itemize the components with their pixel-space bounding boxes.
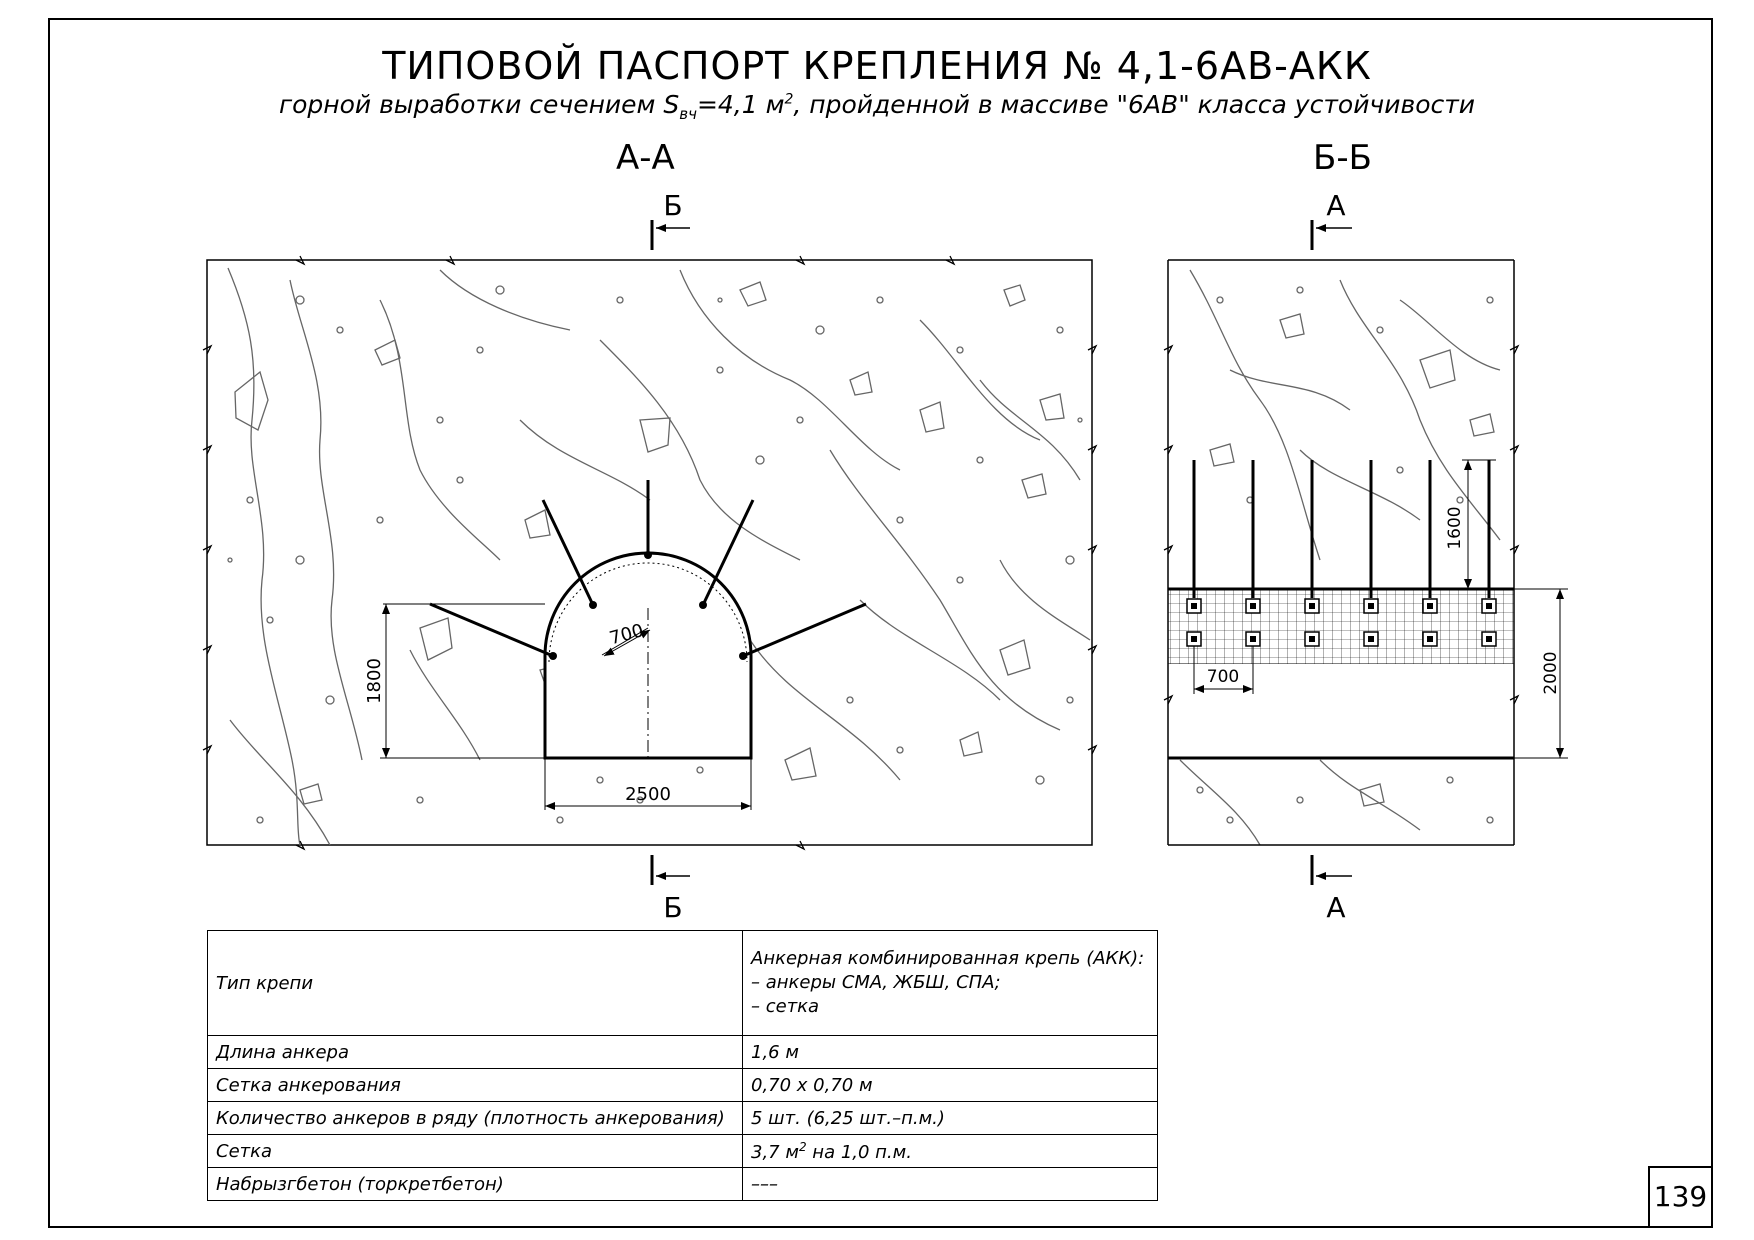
section-bb-rock-mass [1163,259,1520,846]
table-param-cell: Набрызгбетон (торкретбетон) [207,1167,743,1201]
anchor-left-upper [541,499,595,606]
table-row: Количество анкеров в ряду (плотность анк… [207,1101,1158,1135]
break-marks-bb [1163,344,1520,705]
table-param-cell: Сетка [207,1134,743,1168]
dim-anchor-length-label: 1600 [1445,506,1465,549]
shotcrete-lining [548,562,748,663]
table-value-cell: 5 шт. (6,25 шт.–п.м.) [742,1101,1158,1135]
mesh-band [1167,588,1515,665]
table-row: Тип крепи Анкерная комбинированная крепь… [207,930,1158,1036]
dimensions-bb [1193,459,1568,759]
cut-letter-top-aa: Б [663,189,682,222]
opening-bb [1168,664,1514,758]
dim-spacing-bb-label: 700 [1207,667,1239,687]
table-value-cell: 0,70 х 0,70 м [742,1068,1158,1102]
cut-marker-top-bb [1310,220,1352,250]
anchor-plate-centers-bb [1191,603,1492,642]
cut-letter-bottom-bb: А [1326,891,1345,924]
anchor-left [429,602,554,658]
table-param-cell: Количество анкеров в ряду (плотность анк… [207,1101,743,1135]
table-param-cell: Тип крепи [207,930,743,1036]
anchors-aa [429,480,867,658]
rock-boundary [206,259,1093,846]
dim-height-label: 1800 [364,658,385,704]
table-row: Сетка анкерования 0,70 х 0,70 м [207,1068,1158,1102]
break-marks [202,255,1098,851]
anchor-right-upper [701,499,755,606]
anchor-right [742,602,867,658]
cut-marker-bottom-aa [650,855,690,885]
anchor-plates-aa [549,551,747,660]
anchors-bb [1192,460,1491,598]
table-value-cell: 3,7 м2 на 1,0 п.м. [742,1134,1158,1168]
section-aa-rock-mass [202,255,1098,851]
cut-marker-bottom-bb [1310,855,1352,885]
drawing-title: ТИПОВОЙ ПАСПОРТ КРЕПЛЕНИЯ № 4,1-6АВ-АКК [382,44,1372,88]
rock-texture-bb [1179,269,1501,845]
drawing-frame [48,18,1713,1228]
table-row: Набрызгбетон (торкретбетон) ––– [207,1167,1158,1201]
opening-aa [543,551,753,760]
table-value-cell: Анкерная комбинированная крепь (АКК): – … [742,930,1158,1036]
rock-texture [227,267,1091,845]
table-param-cell: Длина анкера [207,1035,743,1069]
table-value-cell: ––– [742,1167,1158,1201]
cut-letter-top-bb: А [1326,189,1345,222]
spec-table: Тип крепи Анкерная комбинированная крепь… [207,930,1158,1201]
dim-height-bb-label: 2000 [1541,651,1561,694]
table-row: Длина анкера 1,6 м [207,1035,1158,1069]
dim-spacing-line [603,629,651,657]
table-value-cell: 1,6 м [742,1035,1158,1069]
dimensions-aa [380,603,752,810]
table-row: Сетка 3,7 м2 на 1,0 п.м. [207,1134,1158,1168]
cut-marker-top-aa [650,220,690,250]
section-label-aa: А-А [616,138,675,178]
section-label-bb: Б-Б [1313,138,1372,178]
drawing-subtitle: горной выработки сечением Sвч=4,1 м2, пр… [278,90,1476,123]
cut-letter-bottom-aa: Б [663,891,682,924]
dim-width-label: 2500 [625,784,671,805]
table-param-cell: Сетка анкерования [207,1068,743,1102]
page-number: 139 [1648,1166,1711,1226]
